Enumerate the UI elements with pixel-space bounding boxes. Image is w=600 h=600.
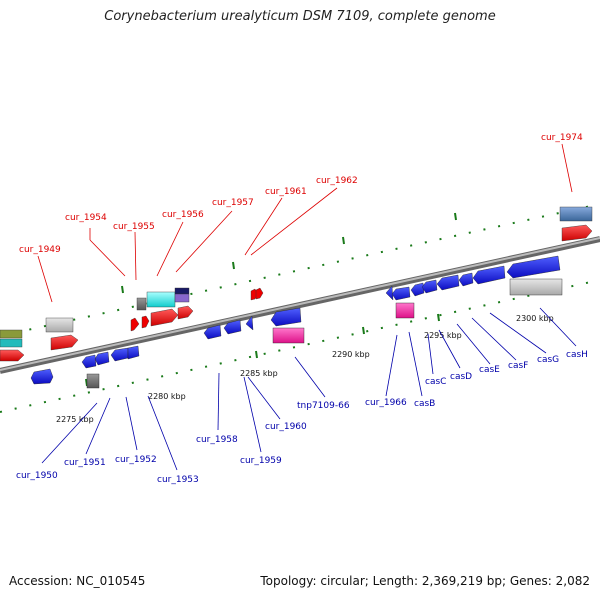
label-cur-1951: cur_1951 — [64, 458, 106, 468]
gene-small-red-2 — [141, 315, 150, 329]
forward-labels: cur_1949 cur_1954 cur_1955 cur_1956 cur_… — [19, 133, 583, 255]
gene-cur-1960 — [245, 315, 254, 331]
gene-cur-1957 — [150, 308, 179, 327]
label-cur-1953: cur_1953 — [157, 475, 199, 485]
gene-dark-grey — [86, 373, 100, 389]
gene-tnp7109-66 — [272, 327, 305, 344]
scale-label-2300: 2300 kbp — [516, 314, 554, 323]
label-cur-1956: cur_1956 — [162, 210, 204, 220]
label-cur-1961: cur_1961 — [265, 187, 307, 197]
gene-casB — [391, 286, 411, 301]
gene-tnp7109-66-blue — [270, 307, 302, 327]
label-casC: casC — [425, 377, 446, 387]
label-cur-1962: cur_1962 — [316, 176, 358, 186]
gene-small-red-1 — [130, 317, 140, 332]
gene-cur-1955 — [146, 291, 176, 308]
label-casF: casF — [508, 361, 528, 371]
label-casD: casD — [450, 372, 472, 382]
gene-olive — [0, 329, 23, 339]
scale-label-2280: 2280 kbp — [148, 392, 186, 401]
major-ticks — [85, 212, 457, 387]
label-casE: casE — [479, 365, 500, 375]
gene-cur-1956-a — [174, 287, 190, 295]
gene-grey-cas — [509, 278, 563, 296]
scale-label-2285: 2285 kbp — [240, 369, 278, 378]
gene-cur-1974 — [561, 224, 593, 242]
label-cur-1949: cur_1949 — [19, 245, 61, 255]
scale-label-2275: 2275 kbp — [56, 415, 94, 424]
gene-cur-1962-b — [255, 287, 264, 300]
scale-labels: 2275 kbp 2280 kbp 2285 kbp 2290 kbp 2295… — [56, 314, 554, 424]
gene-casD — [421, 279, 438, 294]
gene-cur-1956-b — [174, 293, 190, 303]
gene-teal-left — [0, 338, 23, 348]
gene-cur-1949-left — [0, 349, 25, 362]
gene-cur-1966 — [385, 285, 394, 301]
forward-leaders — [37, 143, 573, 303]
label-tnp7109-66: tnp7109-66 — [297, 401, 350, 411]
gene-cur-1949 — [50, 334, 79, 351]
label-cur-1957: cur_1957 — [212, 198, 254, 208]
gene-cur-1951 — [94, 351, 110, 366]
label-casH: casH — [566, 350, 588, 360]
label-cur-1950: cur_1950 — [16, 471, 58, 481]
genome-info-label: Topology: circular; Length: 2,369,219 bp… — [260, 574, 590, 588]
label-cur-1952: cur_1952 — [115, 455, 157, 465]
reverse-tick-row — [0, 279, 600, 413]
gene-grey-1949 — [45, 317, 74, 333]
label-cur-1955: cur_1955 — [113, 222, 155, 232]
label-cur-1974: cur_1974 — [541, 133, 583, 143]
label-cur-1959: cur_1959 — [240, 456, 282, 466]
gene-cur-1953 — [127, 345, 140, 360]
gene-casH — [506, 255, 561, 279]
gene-left-blue — [30, 368, 54, 385]
label-cur-1954: cur_1954 — [65, 213, 107, 223]
gene-pink-1966 — [395, 302, 415, 319]
accession-label: Accession: NC_010545 — [9, 574, 146, 588]
scale-label-2295: 2295 kbp — [424, 331, 462, 340]
gene-cur-1958 — [203, 324, 222, 340]
reverse-leaders — [41, 307, 577, 471]
genome-backbone — [0, 236, 600, 374]
reverse-labels: cur_1950 cur_1951 cur_1952 cur_1953 cur_… — [16, 350, 588, 485]
label-casG: casG — [537, 355, 559, 365]
label-cur-1958: cur_1958 — [196, 435, 238, 445]
gene-cur-1959 — [223, 319, 242, 335]
gene-casG — [472, 265, 506, 285]
forward-tick-row — [0, 203, 600, 337]
label-cur-1960: cur_1960 — [265, 422, 307, 432]
label-casB: casB — [414, 399, 435, 409]
forward-genes — [0, 206, 593, 362]
gene-casC — [410, 282, 425, 297]
reverse-genes — [30, 255, 563, 389]
gene-cur-1961 — [177, 305, 194, 320]
gene-cur-1974-steel — [559, 206, 593, 222]
scale-label-2290: 2290 kbp — [332, 350, 370, 359]
gene-casE — [436, 274, 460, 291]
gene-cur-1950 — [81, 354, 97, 369]
gene-casF — [458, 272, 474, 287]
gene-cur-1954 — [136, 297, 147, 311]
map-title: Corynebacterium urealyticum DSM 7109, co… — [104, 9, 496, 24]
label-cur-1966: cur_1966 — [365, 398, 407, 408]
gene-cur-1952 — [110, 347, 129, 362]
